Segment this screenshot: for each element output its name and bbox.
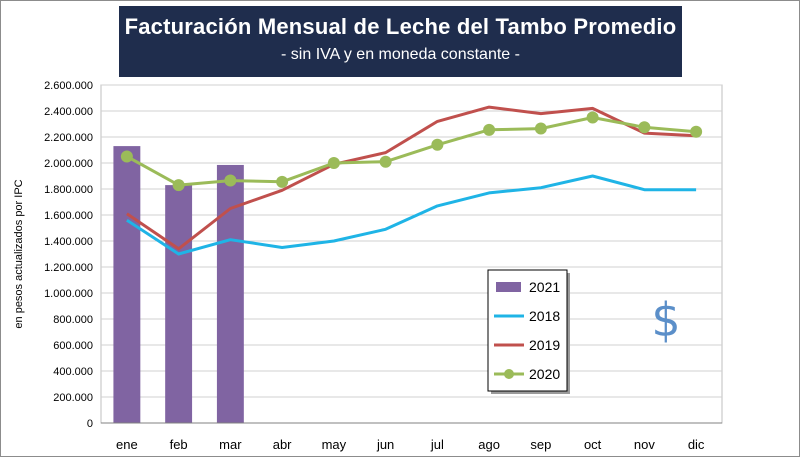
chart-subtitle: - sin IVA y en moneda constante -	[281, 46, 520, 63]
legend-swatch-2021	[496, 282, 521, 292]
y-tick-label: 1.400.000	[44, 236, 93, 248]
x-tick-label: dic	[688, 437, 705, 452]
y-tick-label: 2.200.000	[44, 132, 93, 144]
lines-layer	[120, 105, 703, 256]
legend-label-2020: 2020	[529, 366, 560, 382]
point-2020-jul	[431, 138, 444, 151]
legend-label-2018: 2018	[529, 308, 560, 324]
x-tick-label: ago	[478, 437, 500, 452]
y-tick-label: 400.000	[53, 366, 93, 378]
point-2020-sep	[534, 122, 547, 135]
series-line-2020	[126, 116, 697, 187]
y-tick-label: 200.000	[53, 392, 93, 404]
y-tick-label: 800.000	[53, 314, 93, 326]
bar-2021-feb	[165, 185, 193, 423]
point-2020-ene	[120, 150, 133, 163]
point-2020-ago	[483, 123, 496, 136]
x-tick-label: feb	[170, 437, 188, 452]
point-2020-may	[327, 157, 340, 169]
dollar-annotation: $	[651, 293, 680, 347]
y-tick-label: 2.600.000	[44, 80, 93, 92]
y-tick-label: 1.600.000	[44, 210, 93, 222]
axis-layer: 0 200.000 400.000 600.000 800.000 1.000.000 1.…	[44, 80, 722, 452]
point-2020-oct	[586, 111, 599, 124]
point-2020-jun	[379, 155, 392, 168]
point-2020-mar	[224, 174, 237, 187]
point-2020-abr	[276, 175, 289, 188]
bar-2021-ene	[113, 146, 141, 423]
x-tick-label: ene	[116, 437, 138, 452]
legend-label-2019: 2019	[529, 337, 560, 353]
point-2020-nov	[638, 121, 651, 134]
x-tick-label: jul	[430, 437, 444, 452]
y-tick-label: 0	[87, 418, 93, 430]
x-tick-label: may	[322, 437, 347, 452]
chart-title: Facturación Mensual de Leche del Tambo P…	[124, 14, 677, 39]
y-tick-label: 2.400.000	[44, 106, 93, 118]
x-tick-label: jun	[376, 437, 394, 452]
y-tick-label: 1.200.000	[44, 262, 93, 274]
legend-label-2021: 2021	[529, 279, 560, 295]
point-2020-dic	[690, 125, 703, 138]
point-2020-feb	[172, 179, 185, 192]
y-axis-label: en pesos actualizados por IPC	[13, 179, 25, 328]
x-tick-label: oct	[584, 437, 602, 452]
series-line-2018	[126, 174, 697, 256]
grid-layer	[100, 84, 723, 424]
y-tick-label: 1.000.000	[44, 288, 93, 300]
legend: 2021 2018 2019 2020	[487, 269, 570, 394]
x-tick-label: nov	[634, 437, 655, 452]
y-tick-label: 1.800.000	[44, 184, 93, 196]
series-line-2019	[126, 105, 697, 251]
x-tick-label: sep	[530, 437, 551, 452]
y-tick-label: 2.000.000	[44, 158, 93, 170]
x-tick-label: mar	[219, 437, 242, 452]
y-tick-label: 600.000	[53, 340, 93, 352]
legend-marker-2020	[504, 369, 514, 379]
title-box: Facturación Mensual de Leche del Tambo P…	[119, 6, 682, 77]
x-tick-label: abr	[273, 437, 292, 452]
